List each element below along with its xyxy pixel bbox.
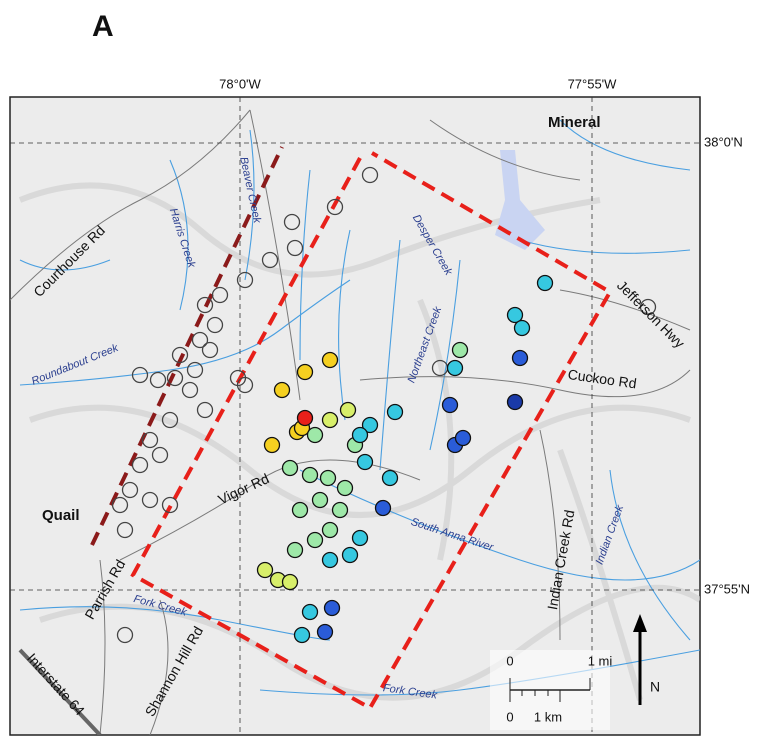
panel-label: A <box>92 10 114 43</box>
event-marker <box>323 523 338 538</box>
event-marker <box>538 276 553 291</box>
event-marker <box>275 383 290 398</box>
event-marker <box>265 438 280 453</box>
event-marker <box>383 471 398 486</box>
event-marker <box>293 503 308 518</box>
event-marker <box>288 543 303 558</box>
event-marker <box>298 411 313 426</box>
event-marker <box>358 455 373 470</box>
north-label: N <box>650 679 660 695</box>
place-label: Quail <box>42 507 80 524</box>
event-marker <box>323 413 338 428</box>
scale-label: 0 <box>506 653 513 668</box>
map-figure: A <box>0 0 760 742</box>
event-marker <box>333 503 348 518</box>
event-marker <box>318 625 333 640</box>
event-marker <box>453 343 468 358</box>
event-marker <box>258 563 273 578</box>
event-marker <box>303 468 318 483</box>
event-marker <box>338 481 353 496</box>
scale-label: 0 <box>506 709 513 724</box>
latitude-label: 37°55'N <box>704 581 750 596</box>
event-marker <box>298 365 313 380</box>
event-marker <box>343 548 358 563</box>
event-marker <box>376 501 391 516</box>
event-marker <box>283 575 298 590</box>
longitude-label: 78°0'W <box>219 76 261 91</box>
event-marker <box>321 471 336 486</box>
event-marker <box>508 395 523 410</box>
event-marker <box>308 428 323 443</box>
latitude-label: 38°0'N <box>704 134 743 149</box>
event-marker <box>353 428 368 443</box>
event-marker <box>303 605 318 620</box>
event-marker <box>313 493 328 508</box>
event-marker <box>513 351 528 366</box>
event-marker <box>443 398 458 413</box>
scale-label: 1 mi <box>588 653 613 668</box>
event-marker <box>448 361 463 376</box>
scale-bar: 0 1 mi 0 1 km <box>490 650 612 730</box>
scale-label: 1 km <box>534 709 562 724</box>
event-marker <box>388 405 403 420</box>
event-marker <box>323 553 338 568</box>
place-label: Mineral <box>548 114 601 131</box>
event-marker <box>283 461 298 476</box>
event-marker <box>325 601 340 616</box>
event-marker <box>308 533 323 548</box>
event-marker <box>515 321 530 336</box>
event-marker <box>295 628 310 643</box>
event-marker <box>341 403 356 418</box>
event-marker <box>456 431 471 446</box>
map-frame <box>10 97 700 735</box>
longitude-label: 77°55'W <box>568 76 618 91</box>
event-marker <box>353 531 368 546</box>
event-marker <box>323 353 338 368</box>
